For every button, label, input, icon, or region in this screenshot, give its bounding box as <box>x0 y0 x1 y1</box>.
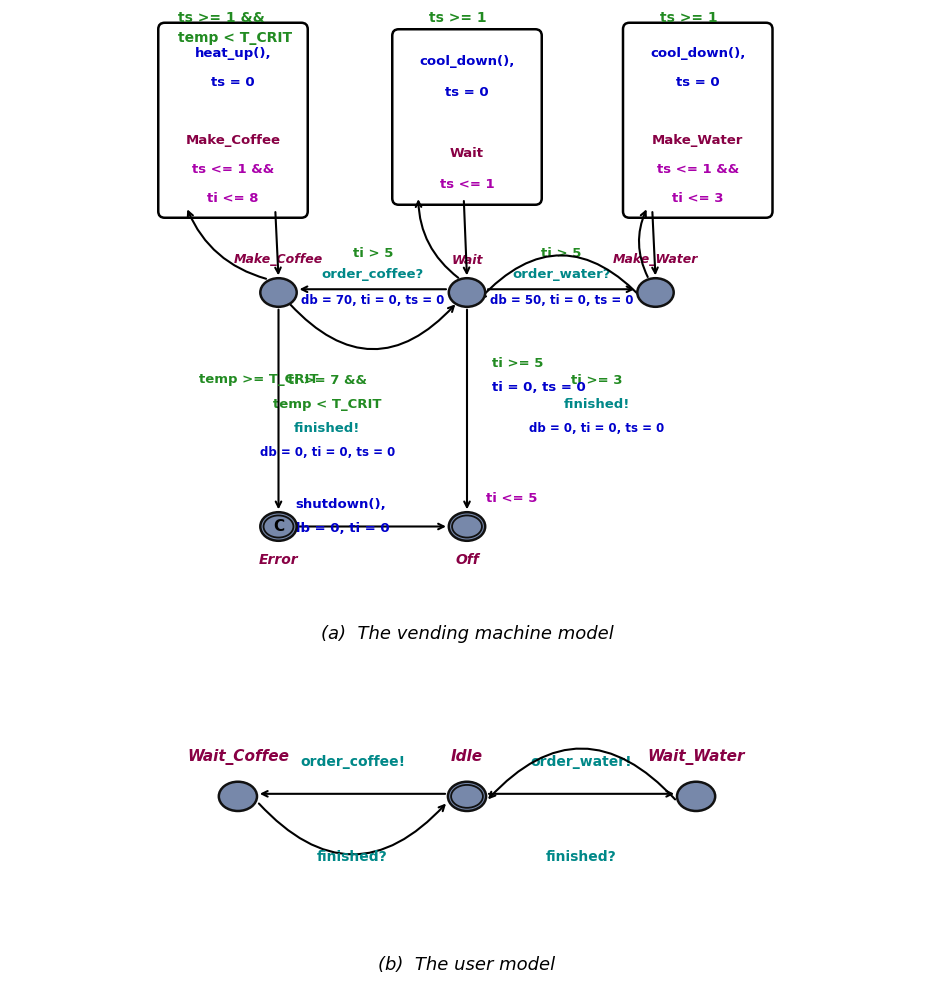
Text: (b)  The user model: (b) The user model <box>378 956 556 974</box>
Text: ti <= 3: ti <= 3 <box>672 192 724 205</box>
Text: ti >= 7 &&: ti >= 7 && <box>288 373 367 386</box>
Text: ts <= 1 &&: ts <= 1 && <box>657 163 739 176</box>
Text: Make_Coffee: Make_Coffee <box>186 134 280 147</box>
Text: ts = 0: ts = 0 <box>676 76 719 89</box>
Ellipse shape <box>261 512 297 541</box>
Text: db = 0, ti = 0, ts = 0: db = 0, ti = 0, ts = 0 <box>260 446 395 459</box>
Text: cool_down(),: cool_down(), <box>419 55 515 68</box>
Text: finished!: finished! <box>564 398 630 411</box>
Text: shutdown(),: shutdown(), <box>295 498 386 511</box>
Text: Make_Water: Make_Water <box>652 134 743 147</box>
Text: temp < T_CRIT: temp < T_CRIT <box>273 398 381 411</box>
Text: ti <= 8: ti <= 8 <box>207 192 259 205</box>
Text: ti > 5: ti > 5 <box>541 247 582 260</box>
Text: ts = 0: ts = 0 <box>446 86 488 99</box>
Text: ts >= 1: ts >= 1 <box>660 11 717 25</box>
Text: db = 0, ti = 0: db = 0, ti = 0 <box>290 522 389 535</box>
Text: Make_Coffee: Make_Coffee <box>234 253 323 266</box>
Text: finished?: finished? <box>546 850 617 864</box>
Text: db = 0, ti = 0, ts = 0: db = 0, ti = 0, ts = 0 <box>530 422 665 435</box>
Text: db = 50, ti = 0, ts = 0: db = 50, ti = 0, ts = 0 <box>489 294 633 307</box>
Text: (a)  The vending machine model: (a) The vending machine model <box>320 625 614 643</box>
Text: Off: Off <box>455 552 479 566</box>
Text: cool_down(),: cool_down(), <box>650 47 745 60</box>
Ellipse shape <box>448 782 486 811</box>
Text: order_coffee!: order_coffee! <box>300 755 405 769</box>
Text: heat_up(),: heat_up(), <box>194 47 271 60</box>
Text: temp >= T_CRIT: temp >= T_CRIT <box>199 373 318 386</box>
Text: Make_Water: Make_Water <box>613 253 699 266</box>
Text: ts >= 1: ts >= 1 <box>430 11 487 25</box>
Text: ts <= 1: ts <= 1 <box>440 178 494 191</box>
FancyBboxPatch shape <box>158 23 307 218</box>
Ellipse shape <box>449 512 485 541</box>
Ellipse shape <box>637 278 673 307</box>
Text: order_water?: order_water? <box>512 268 611 281</box>
FancyBboxPatch shape <box>392 29 542 205</box>
Text: order_water!: order_water! <box>531 755 632 769</box>
Text: ti <= 5: ti <= 5 <box>487 492 538 505</box>
Text: order_coffee?: order_coffee? <box>321 268 424 281</box>
Text: ts >= 1 &&: ts >= 1 && <box>177 11 264 25</box>
Text: db = 70, ti = 0, ts = 0: db = 70, ti = 0, ts = 0 <box>301 294 445 307</box>
Text: ti = 0, ts = 0: ti = 0, ts = 0 <box>491 381 586 394</box>
Ellipse shape <box>219 782 257 811</box>
Text: ts = 0: ts = 0 <box>211 76 255 89</box>
Text: Error: Error <box>259 552 298 566</box>
Text: Wait: Wait <box>450 147 484 160</box>
Text: C: C <box>273 519 284 534</box>
Text: ts <= 1 &&: ts <= 1 && <box>191 163 274 176</box>
Ellipse shape <box>261 278 297 307</box>
Ellipse shape <box>449 278 485 307</box>
Text: ti >= 5: ti >= 5 <box>491 357 543 370</box>
Text: Wait_Water: Wait_Water <box>647 749 744 765</box>
Text: Wait: Wait <box>451 253 483 266</box>
Text: ti > 5: ti > 5 <box>352 247 393 260</box>
FancyBboxPatch shape <box>623 23 772 218</box>
Text: temp < T_CRIT: temp < T_CRIT <box>177 31 291 45</box>
Ellipse shape <box>677 782 715 811</box>
Text: Idle: Idle <box>451 749 483 764</box>
Text: ti >= 3: ti >= 3 <box>572 373 623 386</box>
Text: finished?: finished? <box>317 850 388 864</box>
Text: Wait_Coffee: Wait_Coffee <box>187 749 289 765</box>
Text: finished!: finished! <box>294 422 361 435</box>
